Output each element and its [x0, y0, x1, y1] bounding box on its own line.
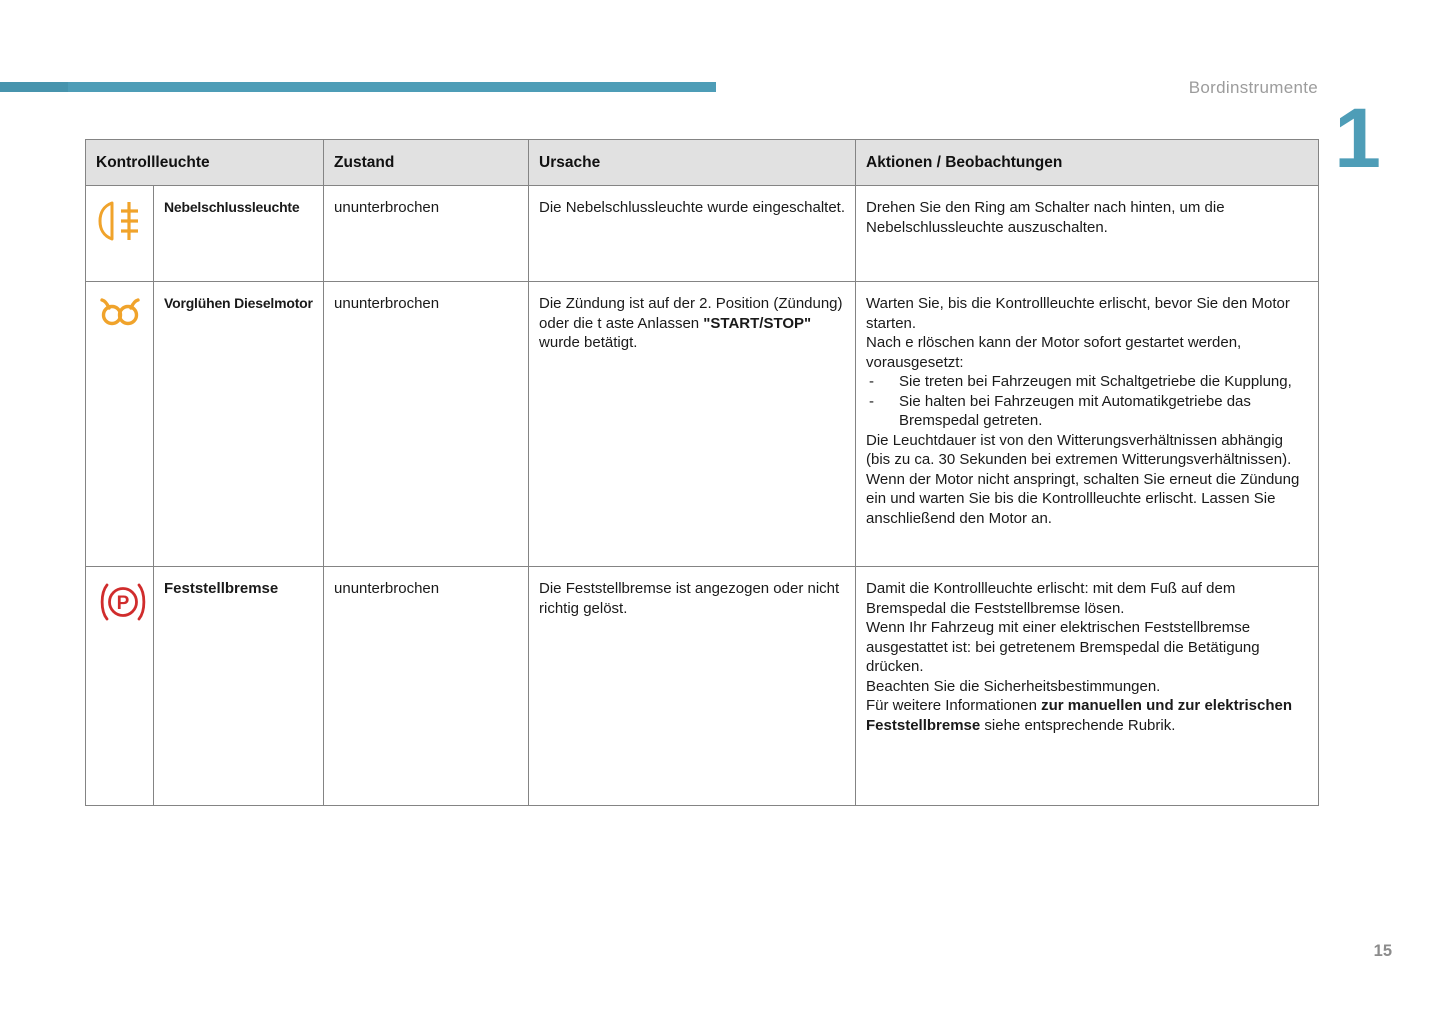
bold-text-segment: zur manuellen und zur elektrischen Fests… [866, 697, 1292, 734]
paragraph: Für weitere Informationen zur manuellen … [866, 696, 1308, 735]
header-aktionen: Aktionen / Beobachtungen [855, 139, 1320, 186]
zustand-value: ununterbrochen [323, 185, 530, 282]
list-marker: - [869, 373, 875, 390]
text-segment: Für weitere Informationen [866, 697, 1042, 714]
list-item: - Sie halten bei Fahrzeugen mit Automatik… [866, 392, 1308, 431]
header-kontrollleuchte: Kontrollleuchte [84, 139, 325, 186]
ursache-text: Die Zündung ist auf der 2. Position (Zün… [528, 281, 857, 567]
text-segment: Die Zündung ist auf der 2. Position (Zün… [539, 295, 843, 332]
rear-fog-light-icon [85, 185, 154, 282]
paragraph: Wenn der Motor nicht anspringt, schalten… [866, 470, 1308, 529]
chapter-accent-bar-tip [0, 82, 68, 92]
table-row: Vorglühen Dieselmotor ununterbrochen Die Z… [85, 281, 1320, 567]
header-zustand: Zustand [323, 139, 530, 186]
chapter-accent-bar [0, 82, 716, 92]
paragraph: Drehen Sie den Ring am Schalter nach hin… [866, 198, 1308, 237]
text-segment: Nach e rlöschen kann der Motor sofort ge… [866, 334, 1242, 371]
text-segment: siehe entsprechende Rubrik. [980, 716, 1176, 734]
paragraph: Wenn Ihr Fahrzeug mit einer elektrischen… [866, 618, 1308, 677]
text-segment: Beachten Sie die Sicherheitsbestimmungen… [866, 677, 1161, 695]
indicator-name: Vorglühen Dieselmotor [152, 281, 325, 567]
list-marker: - [869, 392, 875, 410]
aktionen-text: Damit die Kontrollleuchte erlischt: mit … [855, 566, 1320, 806]
parking-brake-icon: P [85, 566, 154, 806]
table-row: Nebelschlussleuchte ununterbrochen Die Neb… [85, 185, 1320, 282]
paragraph: Damit die Kontrollleuchte erlischt: mit … [866, 579, 1308, 618]
indicator-name: Nebelschlussleuchte [152, 185, 325, 282]
text-segment: Die Leuchtdauer ist von den Witterungsve… [866, 431, 1292, 469]
bold-text-segment: "START/STOP" [703, 314, 812, 332]
zustand-value: ununterbrochen [323, 281, 530, 567]
aktionen-text: Warten Sie, bis die Kontrollleuchte erli… [855, 281, 1320, 567]
indicator-table: Kontrollleuchte Zustand Ursache Aktionen… [84, 139, 1320, 806]
header-ursache: Ursache [528, 139, 857, 186]
ursache-text: Die Feststellbremse ist angezogen oder n… [528, 566, 857, 806]
text-segment: Die Nebelschlussleuchte wurde eingeschal… [539, 199, 846, 216]
page-number: 15 [1373, 942, 1392, 960]
text-segment: Wenn Ihr Fahrzeug mit einer elektrischen… [866, 619, 1260, 675]
paragraph: Die Leuchtdauer ist von den Witterungsve… [866, 431, 1308, 470]
text-segment: Warten Sie, bis die Kontrollleuchte erli… [866, 295, 1290, 332]
glow-plug-icon [85, 281, 154, 567]
text-segment: Drehen Sie den Ring am Schalter nach hin… [866, 199, 1225, 236]
svg-text:P: P [117, 593, 130, 614]
text-segment: Damit die Kontrollleuchte erlischt: mit … [866, 580, 1236, 617]
table-row: P Feststellbremse ununterbrochen Die Festst… [85, 566, 1320, 806]
text-segment: Sie halten bei Fahrzeugen mit Automatikg… [899, 392, 1251, 430]
text-segment: Sie treten bei Fahrzeugen mit Schaltgetr… [899, 373, 1292, 390]
chapter-number: 1 [1334, 91, 1381, 185]
list-item: - Sie treten bei Fahrzeugen mit Schaltget… [866, 372, 1308, 392]
indicator-name: Feststellbremse [152, 566, 325, 806]
paragraph: Warten Sie, bis die Kontrollleuchte erli… [866, 294, 1308, 333]
page-header-title: Bordinstrumente [1188, 78, 1318, 97]
paragraph: Nach e rlöschen kann der Motor sofort ge… [866, 333, 1308, 372]
text-segment: Die Feststellbremse ist angezogen oder n… [539, 580, 840, 617]
zustand-value: ununterbrochen [323, 566, 530, 806]
text-segment: wurde betätigt. [539, 334, 638, 351]
aktionen-text: Drehen Sie den Ring am Schalter nach hin… [855, 185, 1320, 282]
paragraph: Beachten Sie die Sicherheitsbestimmungen… [866, 677, 1308, 697]
ursache-text: Die Nebelschlussleuchte wurde eingeschal… [528, 185, 857, 282]
indicator-table-body: Nebelschlussleuchte ununterbrochen Die Neb… [85, 185, 1320, 806]
table-header-row: Kontrollleuchte Zustand Ursache Aktionen… [84, 139, 1320, 186]
text-segment: Wenn der Motor nicht anspringt, schalten… [866, 470, 1300, 527]
